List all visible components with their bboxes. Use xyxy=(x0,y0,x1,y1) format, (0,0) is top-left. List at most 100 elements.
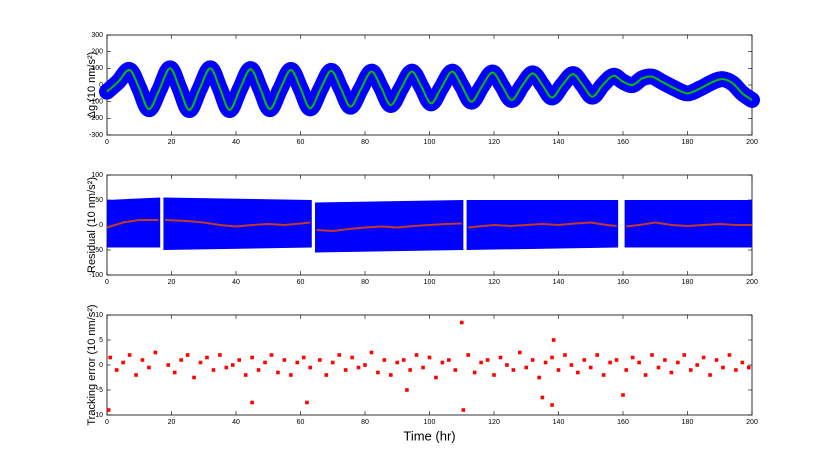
point xyxy=(198,360,203,365)
noise-band xyxy=(107,197,161,248)
point xyxy=(166,363,171,367)
point xyxy=(401,358,406,362)
point xyxy=(453,368,458,372)
point xyxy=(734,368,738,372)
point xyxy=(308,365,312,370)
point xyxy=(630,355,635,360)
point xyxy=(295,360,300,365)
point xyxy=(224,365,229,370)
point xyxy=(530,358,535,362)
point xyxy=(540,395,545,400)
noise-band xyxy=(163,197,312,250)
point xyxy=(524,365,529,370)
y-tick-label: -5 xyxy=(97,387,103,394)
point xyxy=(676,360,680,365)
point xyxy=(172,370,177,375)
point xyxy=(421,365,425,370)
y-tick-label: -100 xyxy=(89,272,103,279)
point xyxy=(682,353,687,357)
series-line xyxy=(106,67,753,111)
point xyxy=(550,403,554,407)
x-tick-label: 40 xyxy=(232,139,240,146)
point xyxy=(127,353,132,357)
point xyxy=(563,353,567,357)
point xyxy=(405,388,409,392)
point xyxy=(551,338,556,342)
point xyxy=(543,360,548,365)
point xyxy=(134,373,138,377)
x-tick-label: 80 xyxy=(361,279,369,286)
point xyxy=(479,360,483,365)
point xyxy=(211,368,216,372)
point xyxy=(276,370,280,375)
noise-band xyxy=(624,200,752,248)
point xyxy=(440,360,445,365)
point xyxy=(459,320,464,325)
point xyxy=(621,393,625,397)
point xyxy=(608,360,612,365)
x-tick-label: 120 xyxy=(488,279,500,286)
point xyxy=(614,358,619,362)
point xyxy=(656,365,661,370)
x-tick-label: 100 xyxy=(424,419,436,426)
point xyxy=(106,408,111,412)
point xyxy=(250,355,254,360)
x-tick-label: 200 xyxy=(746,419,758,426)
y-tick-label: 300 xyxy=(91,32,103,39)
point xyxy=(263,360,267,365)
point xyxy=(237,358,242,362)
point xyxy=(305,400,309,405)
point xyxy=(624,368,629,372)
point xyxy=(485,358,490,362)
point xyxy=(343,368,348,372)
point xyxy=(376,370,380,375)
point xyxy=(140,358,145,362)
x-tick-label: 180 xyxy=(682,139,694,146)
series-line xyxy=(165,219,311,228)
point xyxy=(669,370,674,375)
x-tick-label: 140 xyxy=(553,279,565,286)
point xyxy=(466,353,470,357)
x-tick-label: 120 xyxy=(488,139,500,146)
y-axis-label: Residual (10 nm/s²) xyxy=(86,177,98,273)
x-tick-label: 160 xyxy=(617,279,629,286)
point xyxy=(289,373,293,377)
point xyxy=(601,373,606,377)
y-tick-label: 200 xyxy=(91,49,103,56)
point xyxy=(556,368,561,372)
point xyxy=(518,350,522,355)
x-tick-label: 140 xyxy=(553,139,565,146)
point xyxy=(434,375,438,380)
point xyxy=(185,353,190,357)
x-tick-label: 80 xyxy=(361,419,369,426)
point xyxy=(369,350,374,355)
point xyxy=(663,358,667,362)
x-tick-label: 200 xyxy=(746,139,758,146)
point xyxy=(324,373,329,377)
point xyxy=(301,355,306,360)
point xyxy=(492,373,496,377)
y-tick-label: 50 xyxy=(95,197,103,204)
point xyxy=(498,355,503,360)
x-axis-label: Time (hr) xyxy=(403,428,455,443)
x-tick-label: 100 xyxy=(424,279,436,286)
point xyxy=(637,360,641,365)
x-tick-label: 0 xyxy=(105,139,109,146)
point xyxy=(356,365,361,370)
point xyxy=(721,365,725,370)
y-axis-label: Δg (10 nm/s²) xyxy=(86,52,98,119)
point xyxy=(550,355,554,360)
point xyxy=(192,375,196,380)
point xyxy=(643,373,648,377)
x-tick-label: 80 xyxy=(361,139,369,146)
point xyxy=(395,360,400,365)
point xyxy=(153,350,158,355)
point xyxy=(695,363,699,367)
plot-frame xyxy=(106,314,753,416)
series-line xyxy=(316,222,462,233)
y-tick-label: 0 xyxy=(99,362,103,369)
x-tick-label: 60 xyxy=(297,279,305,286)
x-tick-label: 180 xyxy=(682,279,694,286)
x-tick-label: 0 xyxy=(105,419,109,426)
